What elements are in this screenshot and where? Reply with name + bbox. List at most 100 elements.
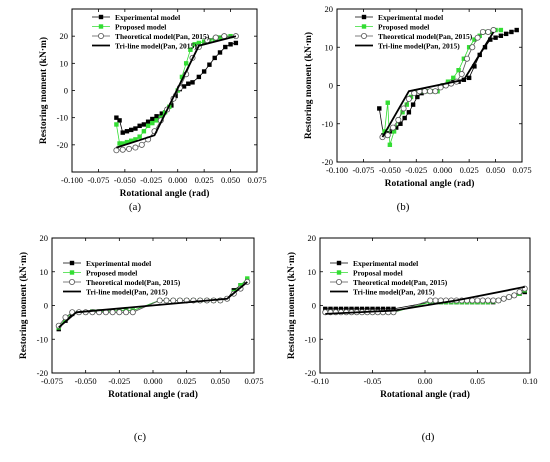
data-point (384, 132, 391, 139)
data-point (181, 84, 187, 89)
data-point (377, 106, 382, 111)
x-tick-label: 0.075 (247, 175, 266, 185)
y-tick-label: 20 (308, 233, 317, 243)
data-point (217, 35, 223, 40)
data-point (400, 105, 407, 112)
data-point (124, 139, 130, 145)
legend-label: Theoretical model(Pan, 2015) (86, 278, 181, 287)
data-point (156, 297, 163, 304)
y-tick-label: 10 (40, 267, 49, 277)
x-tick-label: 0.025 (195, 175, 214, 185)
data-point (387, 142, 393, 147)
data-point (509, 29, 514, 35)
legend-entry: Experimental model (355, 13, 443, 22)
data-point (173, 93, 178, 99)
series-line (382, 29, 494, 138)
x-tick-label: -0.05 (364, 376, 382, 386)
data-point (120, 141, 125, 146)
data-point (145, 123, 151, 129)
legend-entry: Tri-line model(Pan, 2015) (330, 287, 435, 296)
data-point (238, 283, 243, 288)
data-point (456, 68, 461, 73)
data-point (175, 88, 180, 93)
data-point (421, 88, 428, 95)
x-tick-label: 0.025 (177, 376, 196, 386)
y-tick-label: 10 (325, 42, 334, 52)
data-point (415, 94, 420, 100)
legend-marker (69, 278, 76, 285)
x-tick-label: -0.025 (140, 175, 162, 185)
data-point (349, 306, 354, 312)
panel-caption: (d) (422, 431, 435, 443)
y-tick-label: -20 (37, 368, 48, 378)
legend-marker (69, 260, 75, 266)
legend-label: Experimental model (378, 13, 443, 22)
legend-label: Proposal model (353, 268, 403, 277)
data-point (145, 119, 151, 124)
data-point (150, 120, 155, 126)
data-point (469, 297, 476, 304)
data-point (354, 306, 359, 312)
data-point (190, 80, 195, 85)
chart-panel-1: -0.100 -0.075 -0.050 -0.025 0.000 0.025 0.050 0… (38, 8, 267, 213)
data-point (451, 75, 456, 81)
y-tick-label: 0 (44, 301, 48, 311)
data-point (196, 74, 202, 80)
data-point (516, 288, 523, 295)
y-tick-label: -10 (37, 334, 48, 344)
data-point (344, 306, 349, 312)
x-tick-label: -0.075 (87, 175, 109, 185)
y-tick-label: 10 (60, 58, 69, 68)
x-tick-label: 0.000 (143, 376, 162, 386)
data-point (365, 306, 370, 312)
legend-entry: Theoretical model(Pan, 2015) (355, 32, 473, 41)
legend-label: Proposed model (115, 22, 166, 31)
data-point (137, 123, 142, 129)
x-tick-label: 0.05 (470, 376, 485, 386)
x-tick-label: 0.000 (168, 175, 187, 185)
data-point (391, 306, 396, 312)
data-point (500, 295, 507, 302)
x-tick-label: 0.050 (211, 376, 230, 386)
data-point (109, 309, 116, 316)
x-tick-label: 0.050 (486, 165, 505, 175)
legend-entry: Tri-line model(Pan, 2015) (63, 287, 168, 296)
data-point (498, 33, 504, 38)
legend-marker (69, 270, 75, 275)
y-tick-label: -10 (57, 113, 68, 123)
data-point (505, 294, 512, 301)
x-tick-label: -0.050 (379, 165, 401, 175)
data-point (154, 114, 159, 119)
y-axis-label: Restoring moment (kN·m) (303, 32, 314, 139)
legend-entry: Theoretical model(Pan, 2015) (63, 278, 181, 287)
legend-entry: Theoretical model(Pan, 2015) (92, 32, 210, 41)
data-point (132, 144, 139, 151)
data-point (410, 102, 416, 107)
x-axis-label: Rotational angle (rad) (108, 389, 198, 400)
tri-line-path (58, 281, 248, 329)
series-3 (322, 285, 528, 316)
data-point (212, 34, 219, 41)
data-point (466, 75, 472, 81)
data-point (150, 116, 155, 122)
legend-marker (336, 270, 342, 275)
y-tick-label: -20 (57, 140, 68, 150)
data-point (201, 69, 207, 74)
y-tick-label: -10 (322, 119, 333, 129)
legend-marker (360, 33, 367, 40)
data-point (201, 39, 207, 44)
x-tick-label: -0.075 (352, 165, 374, 175)
data-point (427, 297, 434, 304)
chart-panel-2: -0.100 -0.075 -0.050 -0.025 0.000 0.025 0.050 0… (303, 4, 532, 213)
data-point (395, 116, 402, 123)
x-axis-label: Rotational angle (rad) (380, 389, 470, 400)
data-point (398, 121, 403, 126)
data-point (479, 297, 486, 304)
x-tick-label: -0.100 (61, 175, 83, 185)
legend-label: Experimental model (86, 259, 151, 268)
